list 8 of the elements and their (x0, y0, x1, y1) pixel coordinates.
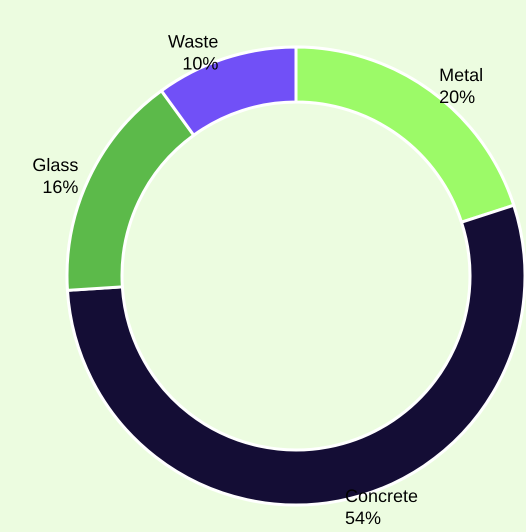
slice-label: Waste (168, 32, 218, 52)
slice-label: Concrete (345, 486, 418, 506)
data-label: 20% (439, 86, 476, 107)
slice-label: Glass (32, 154, 78, 175)
data-label: 54% (345, 508, 382, 528)
slice-label: Metal (439, 64, 484, 85)
data-label: 10% (182, 54, 218, 74)
data-label: 16% (42, 176, 78, 197)
